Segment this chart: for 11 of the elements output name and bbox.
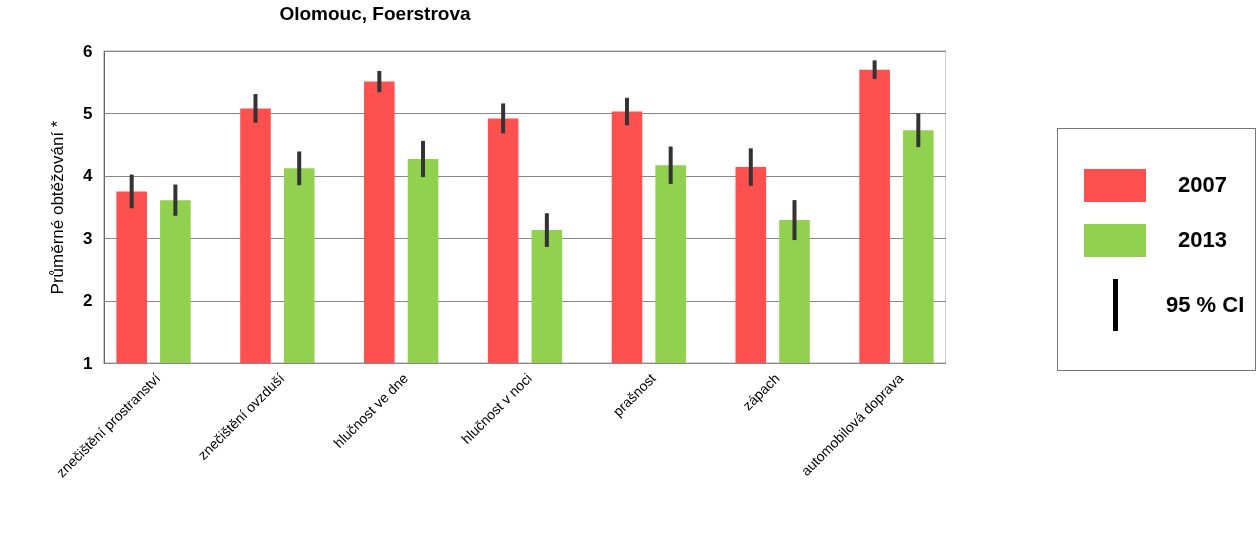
legend-label: 2007 — [1178, 172, 1227, 198]
y-tick-label: 3 — [83, 228, 93, 248]
y-axis-title: Průměrné obtěžování * — [48, 120, 68, 295]
y-tick-label: 2 — [83, 291, 93, 311]
text: 95 % CI — [1166, 291, 1245, 318]
chart-title: Olomouc, Foerstrova — [279, 3, 471, 24]
legend-label: 2013 — [1178, 227, 1227, 253]
y-tick-label: 1 — [83, 353, 93, 373]
y-tick-label: 4 — [83, 166, 94, 186]
y-tick-label: 6 — [83, 41, 93, 61]
y-tick-label: 5 — [83, 103, 93, 123]
